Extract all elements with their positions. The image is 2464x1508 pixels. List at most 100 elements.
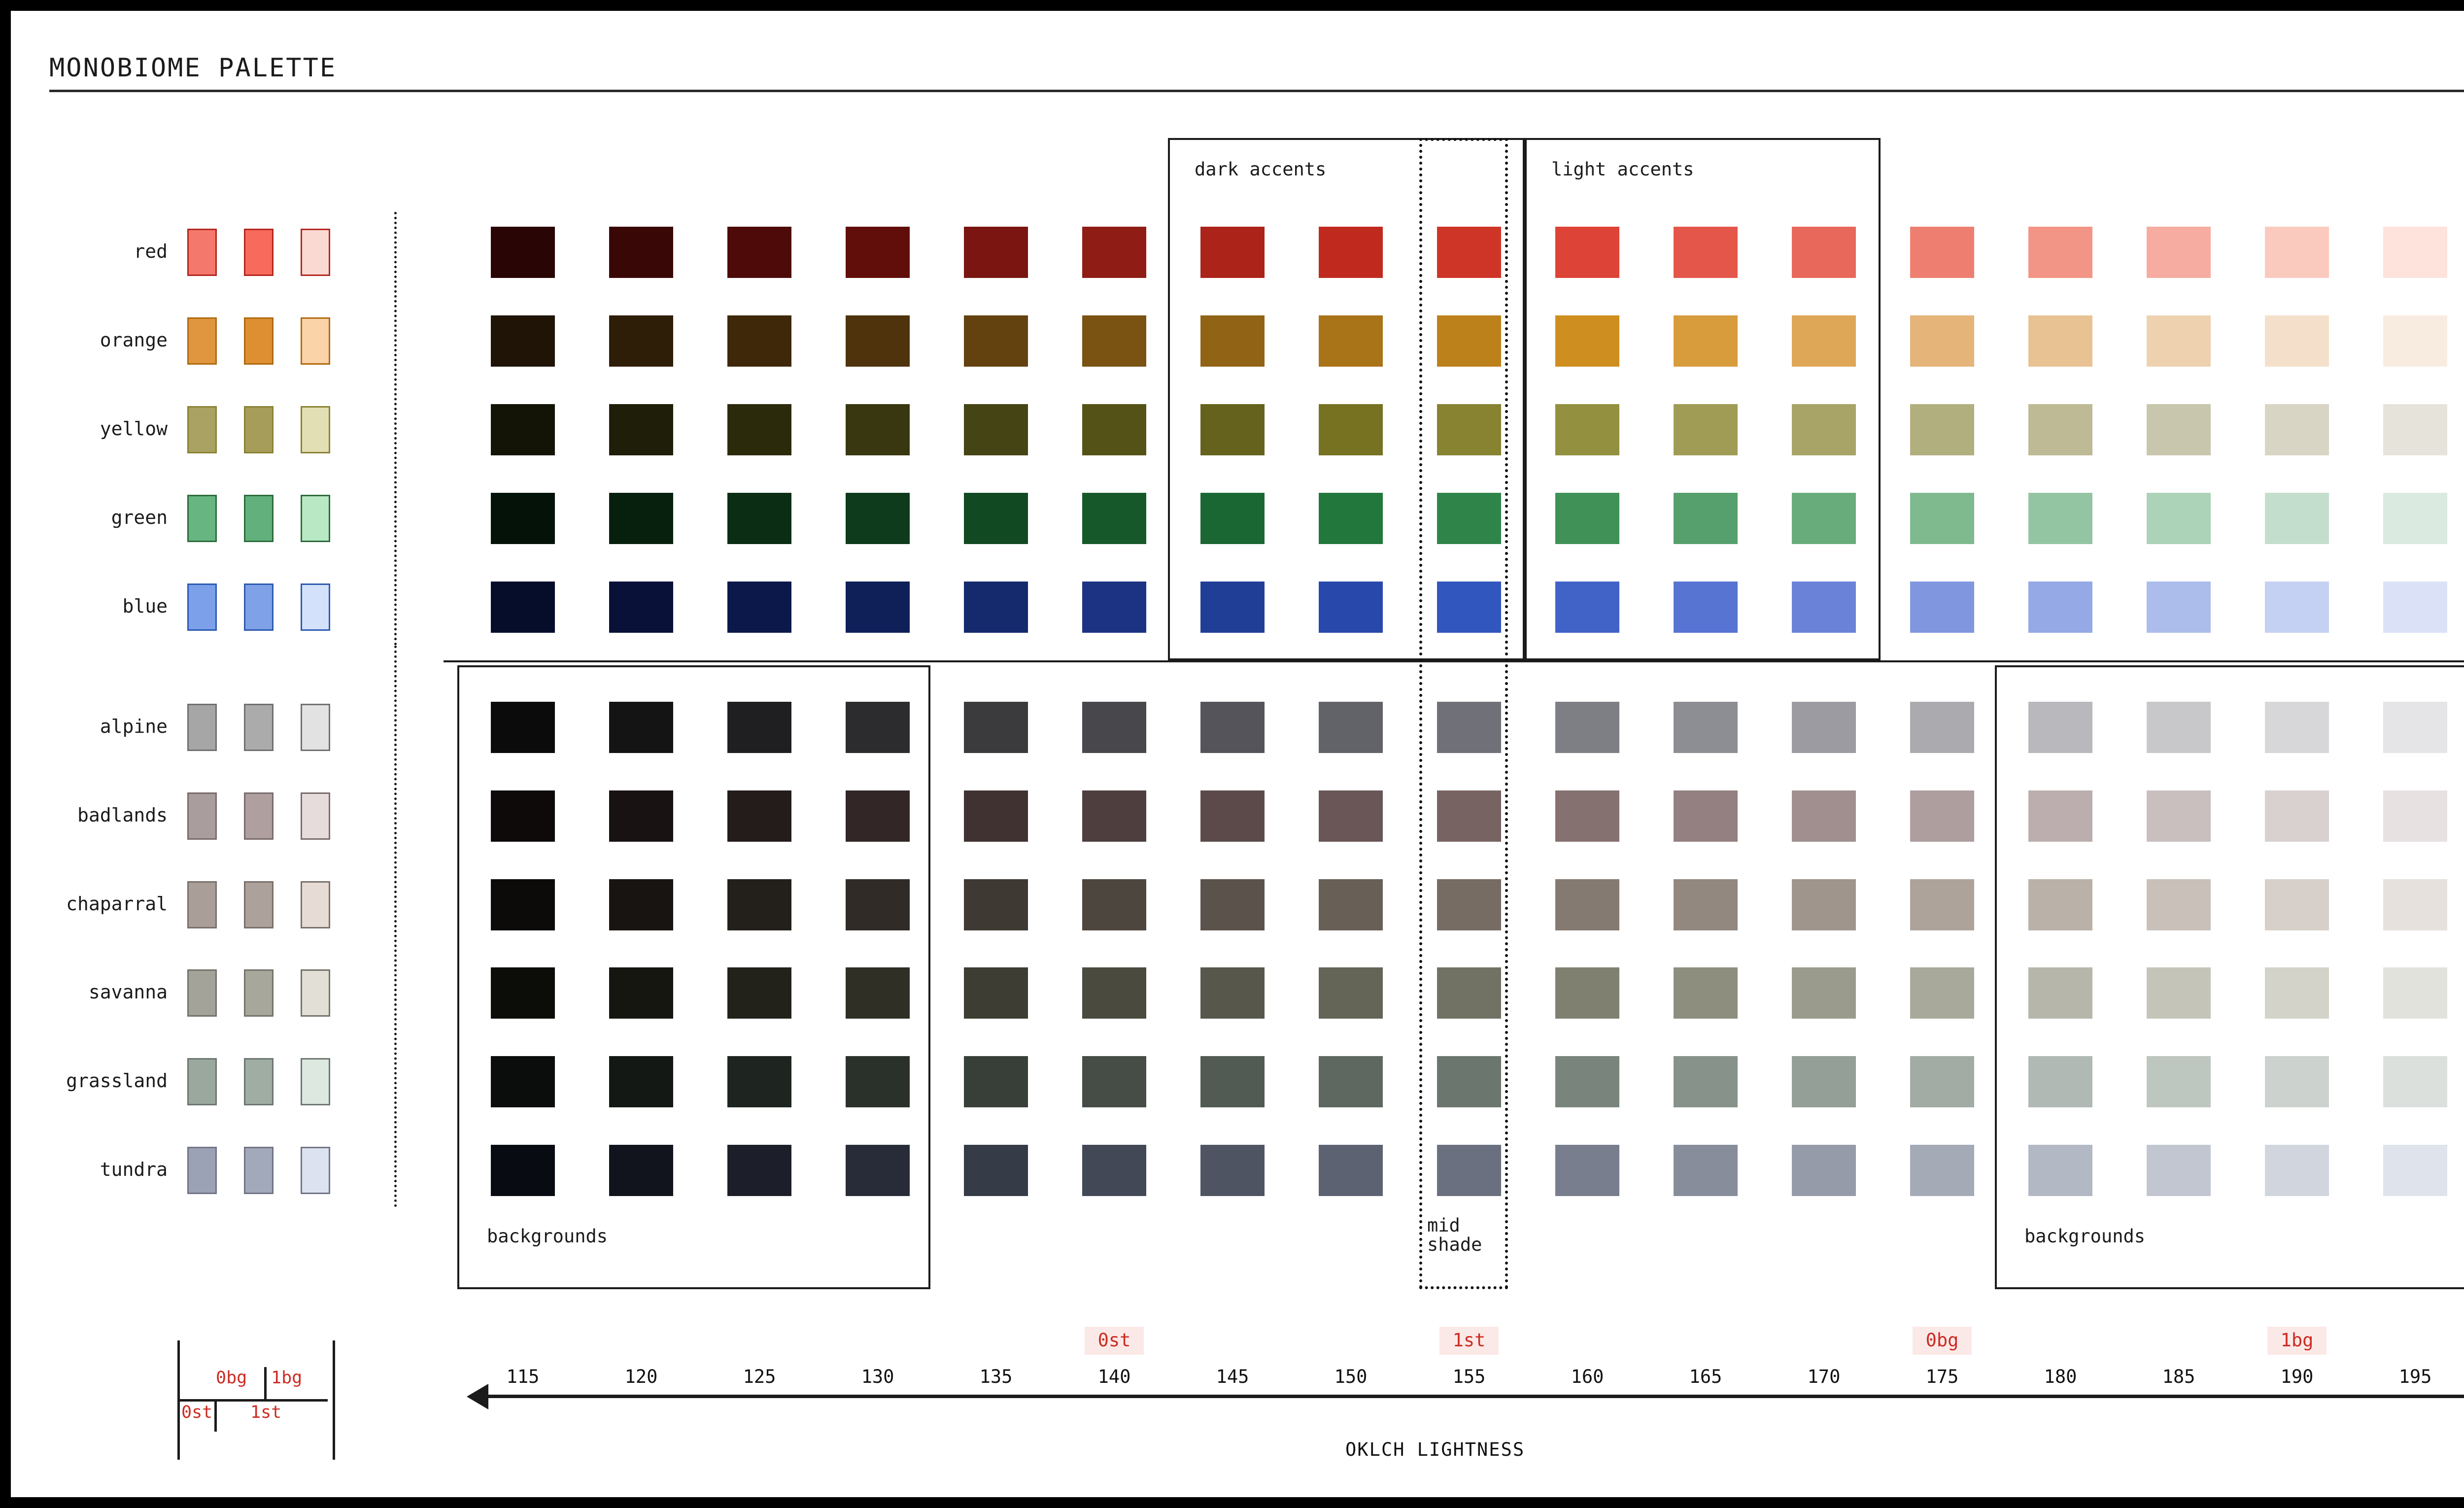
preview-swatch-tundra-2[interactable] xyxy=(301,1147,330,1194)
swatch-green-115[interactable] xyxy=(491,493,555,544)
swatch-green-130[interactable] xyxy=(846,493,910,544)
preview-swatch-chaparral-1[interactable] xyxy=(244,881,274,928)
swatch-chaparral-195[interactable] xyxy=(2383,879,2447,930)
swatch-orange-170[interactable] xyxy=(1792,315,1856,367)
swatch-tundra-130[interactable] xyxy=(846,1145,910,1196)
swatch-blue-190[interactable] xyxy=(2265,582,2329,633)
swatch-grassland-135[interactable] xyxy=(964,1056,1028,1107)
swatch-alpine-175[interactable] xyxy=(1910,702,1974,753)
swatch-orange-125[interactable] xyxy=(727,315,791,367)
swatch-grassland-155[interactable] xyxy=(1437,1056,1501,1107)
swatch-green-170[interactable] xyxy=(1792,493,1856,544)
swatch-blue-125[interactable] xyxy=(727,582,791,633)
swatch-red-145[interactable] xyxy=(1200,227,1265,278)
preview-swatch-badlands-2[interactable] xyxy=(301,792,330,840)
swatch-badlands-160[interactable] xyxy=(1555,790,1619,842)
swatch-chaparral-180[interactable] xyxy=(2028,879,2092,930)
preview-swatch-alpine-1[interactable] xyxy=(244,704,274,751)
swatch-savanna-190[interactable] xyxy=(2265,967,2329,1019)
swatch-grassland-145[interactable] xyxy=(1200,1056,1265,1107)
swatch-savanna-145[interactable] xyxy=(1200,967,1265,1019)
swatch-badlands-170[interactable] xyxy=(1792,790,1856,842)
swatch-yellow-145[interactable] xyxy=(1200,404,1265,455)
swatch-red-150[interactable] xyxy=(1319,227,1383,278)
swatch-yellow-120[interactable] xyxy=(609,404,673,455)
swatch-savanna-165[interactable] xyxy=(1674,967,1738,1019)
preview-swatch-orange-0[interactable] xyxy=(187,317,217,365)
swatch-savanna-155[interactable] xyxy=(1437,967,1501,1019)
preview-swatch-savanna-1[interactable] xyxy=(244,969,274,1017)
swatch-tundra-185[interactable] xyxy=(2147,1145,2211,1196)
swatch-savanna-120[interactable] xyxy=(609,967,673,1019)
preview-swatch-yellow-1[interactable] xyxy=(244,406,274,453)
swatch-badlands-175[interactable] xyxy=(1910,790,1974,842)
swatch-grassland-180[interactable] xyxy=(2028,1056,2092,1107)
swatch-red-170[interactable] xyxy=(1792,227,1856,278)
swatch-badlands-150[interactable] xyxy=(1319,790,1383,842)
preview-swatch-alpine-2[interactable] xyxy=(301,704,330,751)
swatch-yellow-165[interactable] xyxy=(1674,404,1738,455)
swatch-badlands-120[interactable] xyxy=(609,790,673,842)
swatch-green-160[interactable] xyxy=(1555,493,1619,544)
swatch-green-195[interactable] xyxy=(2383,493,2447,544)
swatch-yellow-195[interactable] xyxy=(2383,404,2447,455)
swatch-blue-175[interactable] xyxy=(1910,582,1974,633)
swatch-orange-120[interactable] xyxy=(609,315,673,367)
swatch-savanna-135[interactable] xyxy=(964,967,1028,1019)
swatch-alpine-130[interactable] xyxy=(846,702,910,753)
preview-swatch-orange-1[interactable] xyxy=(244,317,274,365)
swatch-tundra-135[interactable] xyxy=(964,1145,1028,1196)
swatch-savanna-125[interactable] xyxy=(727,967,791,1019)
swatch-yellow-170[interactable] xyxy=(1792,404,1856,455)
swatch-chaparral-170[interactable] xyxy=(1792,879,1856,930)
swatch-orange-190[interactable] xyxy=(2265,315,2329,367)
preview-swatch-grassland-1[interactable] xyxy=(244,1058,274,1105)
swatch-chaparral-115[interactable] xyxy=(491,879,555,930)
swatch-orange-115[interactable] xyxy=(491,315,555,367)
swatch-green-185[interactable] xyxy=(2147,493,2211,544)
swatch-grassland-150[interactable] xyxy=(1319,1056,1383,1107)
swatch-green-140[interactable] xyxy=(1082,493,1146,544)
swatch-badlands-140[interactable] xyxy=(1082,790,1146,842)
preview-swatch-green-0[interactable] xyxy=(187,495,217,542)
swatch-tundra-125[interactable] xyxy=(727,1145,791,1196)
preview-swatch-alpine-0[interactable] xyxy=(187,704,217,751)
swatch-savanna-185[interactable] xyxy=(2147,967,2211,1019)
swatch-yellow-115[interactable] xyxy=(491,404,555,455)
swatch-orange-185[interactable] xyxy=(2147,315,2211,367)
preview-swatch-badlands-0[interactable] xyxy=(187,792,217,840)
swatch-green-190[interactable] xyxy=(2265,493,2329,544)
swatch-tundra-115[interactable] xyxy=(491,1145,555,1196)
swatch-green-165[interactable] xyxy=(1674,493,1738,544)
swatch-red-180[interactable] xyxy=(2028,227,2092,278)
swatch-alpine-125[interactable] xyxy=(727,702,791,753)
swatch-orange-180[interactable] xyxy=(2028,315,2092,367)
swatch-alpine-150[interactable] xyxy=(1319,702,1383,753)
swatch-chaparral-120[interactable] xyxy=(609,879,673,930)
swatch-chaparral-190[interactable] xyxy=(2265,879,2329,930)
swatch-savanna-150[interactable] xyxy=(1319,967,1383,1019)
swatch-tundra-140[interactable] xyxy=(1082,1145,1146,1196)
swatch-orange-165[interactable] xyxy=(1674,315,1738,367)
swatch-green-180[interactable] xyxy=(2028,493,2092,544)
swatch-green-125[interactable] xyxy=(727,493,791,544)
swatch-alpine-165[interactable] xyxy=(1674,702,1738,753)
swatch-alpine-115[interactable] xyxy=(491,702,555,753)
preview-swatch-chaparral-0[interactable] xyxy=(187,881,217,928)
swatch-blue-155[interactable] xyxy=(1437,582,1501,633)
swatch-red-195[interactable] xyxy=(2383,227,2447,278)
swatch-blue-140[interactable] xyxy=(1082,582,1146,633)
swatch-tundra-190[interactable] xyxy=(2265,1145,2329,1196)
swatch-red-165[interactable] xyxy=(1674,227,1738,278)
swatch-badlands-195[interactable] xyxy=(2383,790,2447,842)
swatch-red-115[interactable] xyxy=(491,227,555,278)
preview-swatch-red-1[interactable] xyxy=(244,229,274,276)
swatch-blue-115[interactable] xyxy=(491,582,555,633)
swatch-grassland-115[interactable] xyxy=(491,1056,555,1107)
swatch-savanna-170[interactable] xyxy=(1792,967,1856,1019)
swatch-blue-195[interactable] xyxy=(2383,582,2447,633)
preview-swatch-grassland-2[interactable] xyxy=(301,1058,330,1105)
swatch-savanna-175[interactable] xyxy=(1910,967,1974,1019)
swatch-yellow-125[interactable] xyxy=(727,404,791,455)
swatch-green-145[interactable] xyxy=(1200,493,1265,544)
